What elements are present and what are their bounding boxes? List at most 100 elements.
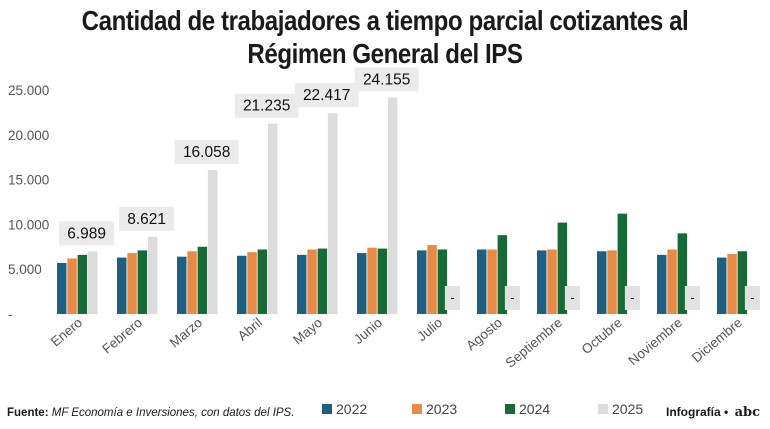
bar-2022-marzo (177, 256, 187, 314)
legend-label-2024: 2024 (519, 401, 550, 417)
bar-2023-agosto (487, 249, 497, 314)
bar-2022-junio (357, 253, 367, 314)
y-tick-label: 20.000 (8, 128, 49, 143)
bar-2024-noviembre (677, 233, 688, 314)
source-note: Fuente: MF Economía e Inversiones, con d… (7, 407, 294, 419)
bar-2025-junio (387, 97, 398, 314)
bar-2023-noviembre (667, 249, 677, 314)
bar-2023-abril (247, 252, 257, 314)
data-label-box (59, 221, 115, 246)
data-label-box (234, 93, 299, 118)
bar-2025-febrero (147, 236, 158, 314)
bar-2024-junio (377, 248, 388, 314)
bar-2023-julio (427, 245, 437, 314)
bar-2023-diciembre (727, 253, 737, 314)
y-tick-label: 15.000 (8, 173, 49, 188)
bar-2022-febrero (117, 257, 127, 314)
data-label-box (744, 286, 760, 310)
chart-title: Cantidad de trabajadores a tiempo parcia… (54, 4, 716, 70)
data-label: 6.989 (67, 225, 106, 242)
bar-2022-noviembre (657, 254, 667, 314)
data-label-box (624, 286, 640, 310)
data-label-box (119, 206, 175, 231)
data-label: - (510, 290, 514, 305)
bar-2024-abril (257, 249, 268, 314)
bar-2024-agosto (497, 235, 508, 314)
data-label: - (570, 290, 574, 305)
bar-2022-abril (237, 255, 247, 314)
y-tick-label: - (8, 307, 13, 322)
bar-2024-enero (77, 254, 88, 314)
source-label: Fuente: (7, 407, 49, 419)
bar-2022-julio (417, 250, 427, 314)
x-tick-label: Febrero (99, 315, 145, 357)
bar-2022-enero (57, 262, 67, 314)
bar-2024-julio (437, 249, 448, 314)
chart-title-line-2: Régimen General del IPS (247, 38, 523, 69)
bar-2022-septiembre (537, 250, 547, 314)
data-label: - (630, 290, 634, 305)
bar-2023-octubre (607, 250, 617, 314)
legend-swatch-2022 (322, 404, 332, 414)
bar-2023-enero (67, 258, 77, 314)
data-label-box (174, 140, 239, 165)
chart-title-line-1: Cantidad de trabajadores a tiempo parcia… (81, 5, 689, 36)
abc-logo: abc (734, 405, 760, 420)
bar-2025-marzo (207, 170, 218, 314)
x-tick-label: Junio (351, 315, 385, 347)
bar-2022-agosto (477, 249, 487, 314)
data-label: 8.621 (127, 211, 166, 228)
bar-2024-marzo (197, 246, 208, 314)
bar-2024-febrero (137, 250, 148, 314)
x-tick-label: Julio (414, 315, 445, 344)
legend-label-2023: 2023 (426, 401, 457, 417)
bar-2023-marzo (187, 251, 197, 314)
data-label: - (690, 290, 694, 305)
data-label: 24.155 (363, 72, 410, 89)
bar-2025-abril (267, 123, 278, 314)
data-label-box (684, 286, 700, 310)
bar-2022-mayo (297, 254, 307, 314)
bar-2023-febrero (127, 253, 137, 314)
y-tick-label: 25.000 (8, 83, 49, 98)
data-label-box (564, 286, 580, 310)
bar-2023-mayo (307, 249, 317, 314)
data-label-box (294, 83, 359, 108)
legend-swatch-2025 (598, 404, 608, 414)
bar-2025-mayo (327, 113, 338, 314)
x-tick-label: Septiembre (503, 315, 566, 371)
bar-2024-septiembre (557, 222, 568, 314)
bar-2023-septiembre (547, 249, 557, 314)
bar-2024-mayo (317, 248, 328, 314)
data-label: 16.058 (183, 144, 230, 161)
legend-swatch-2023 (412, 404, 422, 414)
bar-2022-diciembre (717, 257, 727, 314)
bar-2025-enero (87, 251, 98, 314)
x-tick-label: Enero (48, 315, 85, 350)
x-tick-label: Agosto (463, 315, 505, 354)
y-tick-label: 5.000 (8, 262, 42, 277)
bar-2023-junio (367, 247, 377, 314)
x-tick-label: Marzo (167, 315, 205, 351)
bar-2022-octubre (597, 251, 607, 314)
bar-2024-octubre (617, 213, 628, 314)
legend-label-2025: 2025 (612, 401, 643, 417)
data-label: - (450, 290, 454, 305)
data-label: 22.417 (303, 87, 350, 104)
bar-2024-diciembre (737, 251, 748, 314)
x-tick-label: Abril (235, 315, 265, 344)
data-label: - (750, 290, 754, 305)
data-label-box (354, 67, 419, 92)
legend-swatch-2024 (505, 404, 515, 414)
x-tick-label: Octubre (579, 315, 625, 357)
x-tick-label: Noviembre (625, 315, 685, 368)
data-label-box (444, 286, 460, 310)
data-label: 21.235 (243, 98, 290, 115)
data-label-box (504, 286, 520, 310)
x-tick-label: Diciembre (689, 315, 745, 366)
y-tick-label: 10.000 (8, 217, 49, 232)
source-text: MF Economía e Inversiones, con datos del… (51, 407, 295, 419)
credit: Infografía • abc (666, 405, 760, 420)
x-tick-label: Mayo (290, 315, 325, 348)
